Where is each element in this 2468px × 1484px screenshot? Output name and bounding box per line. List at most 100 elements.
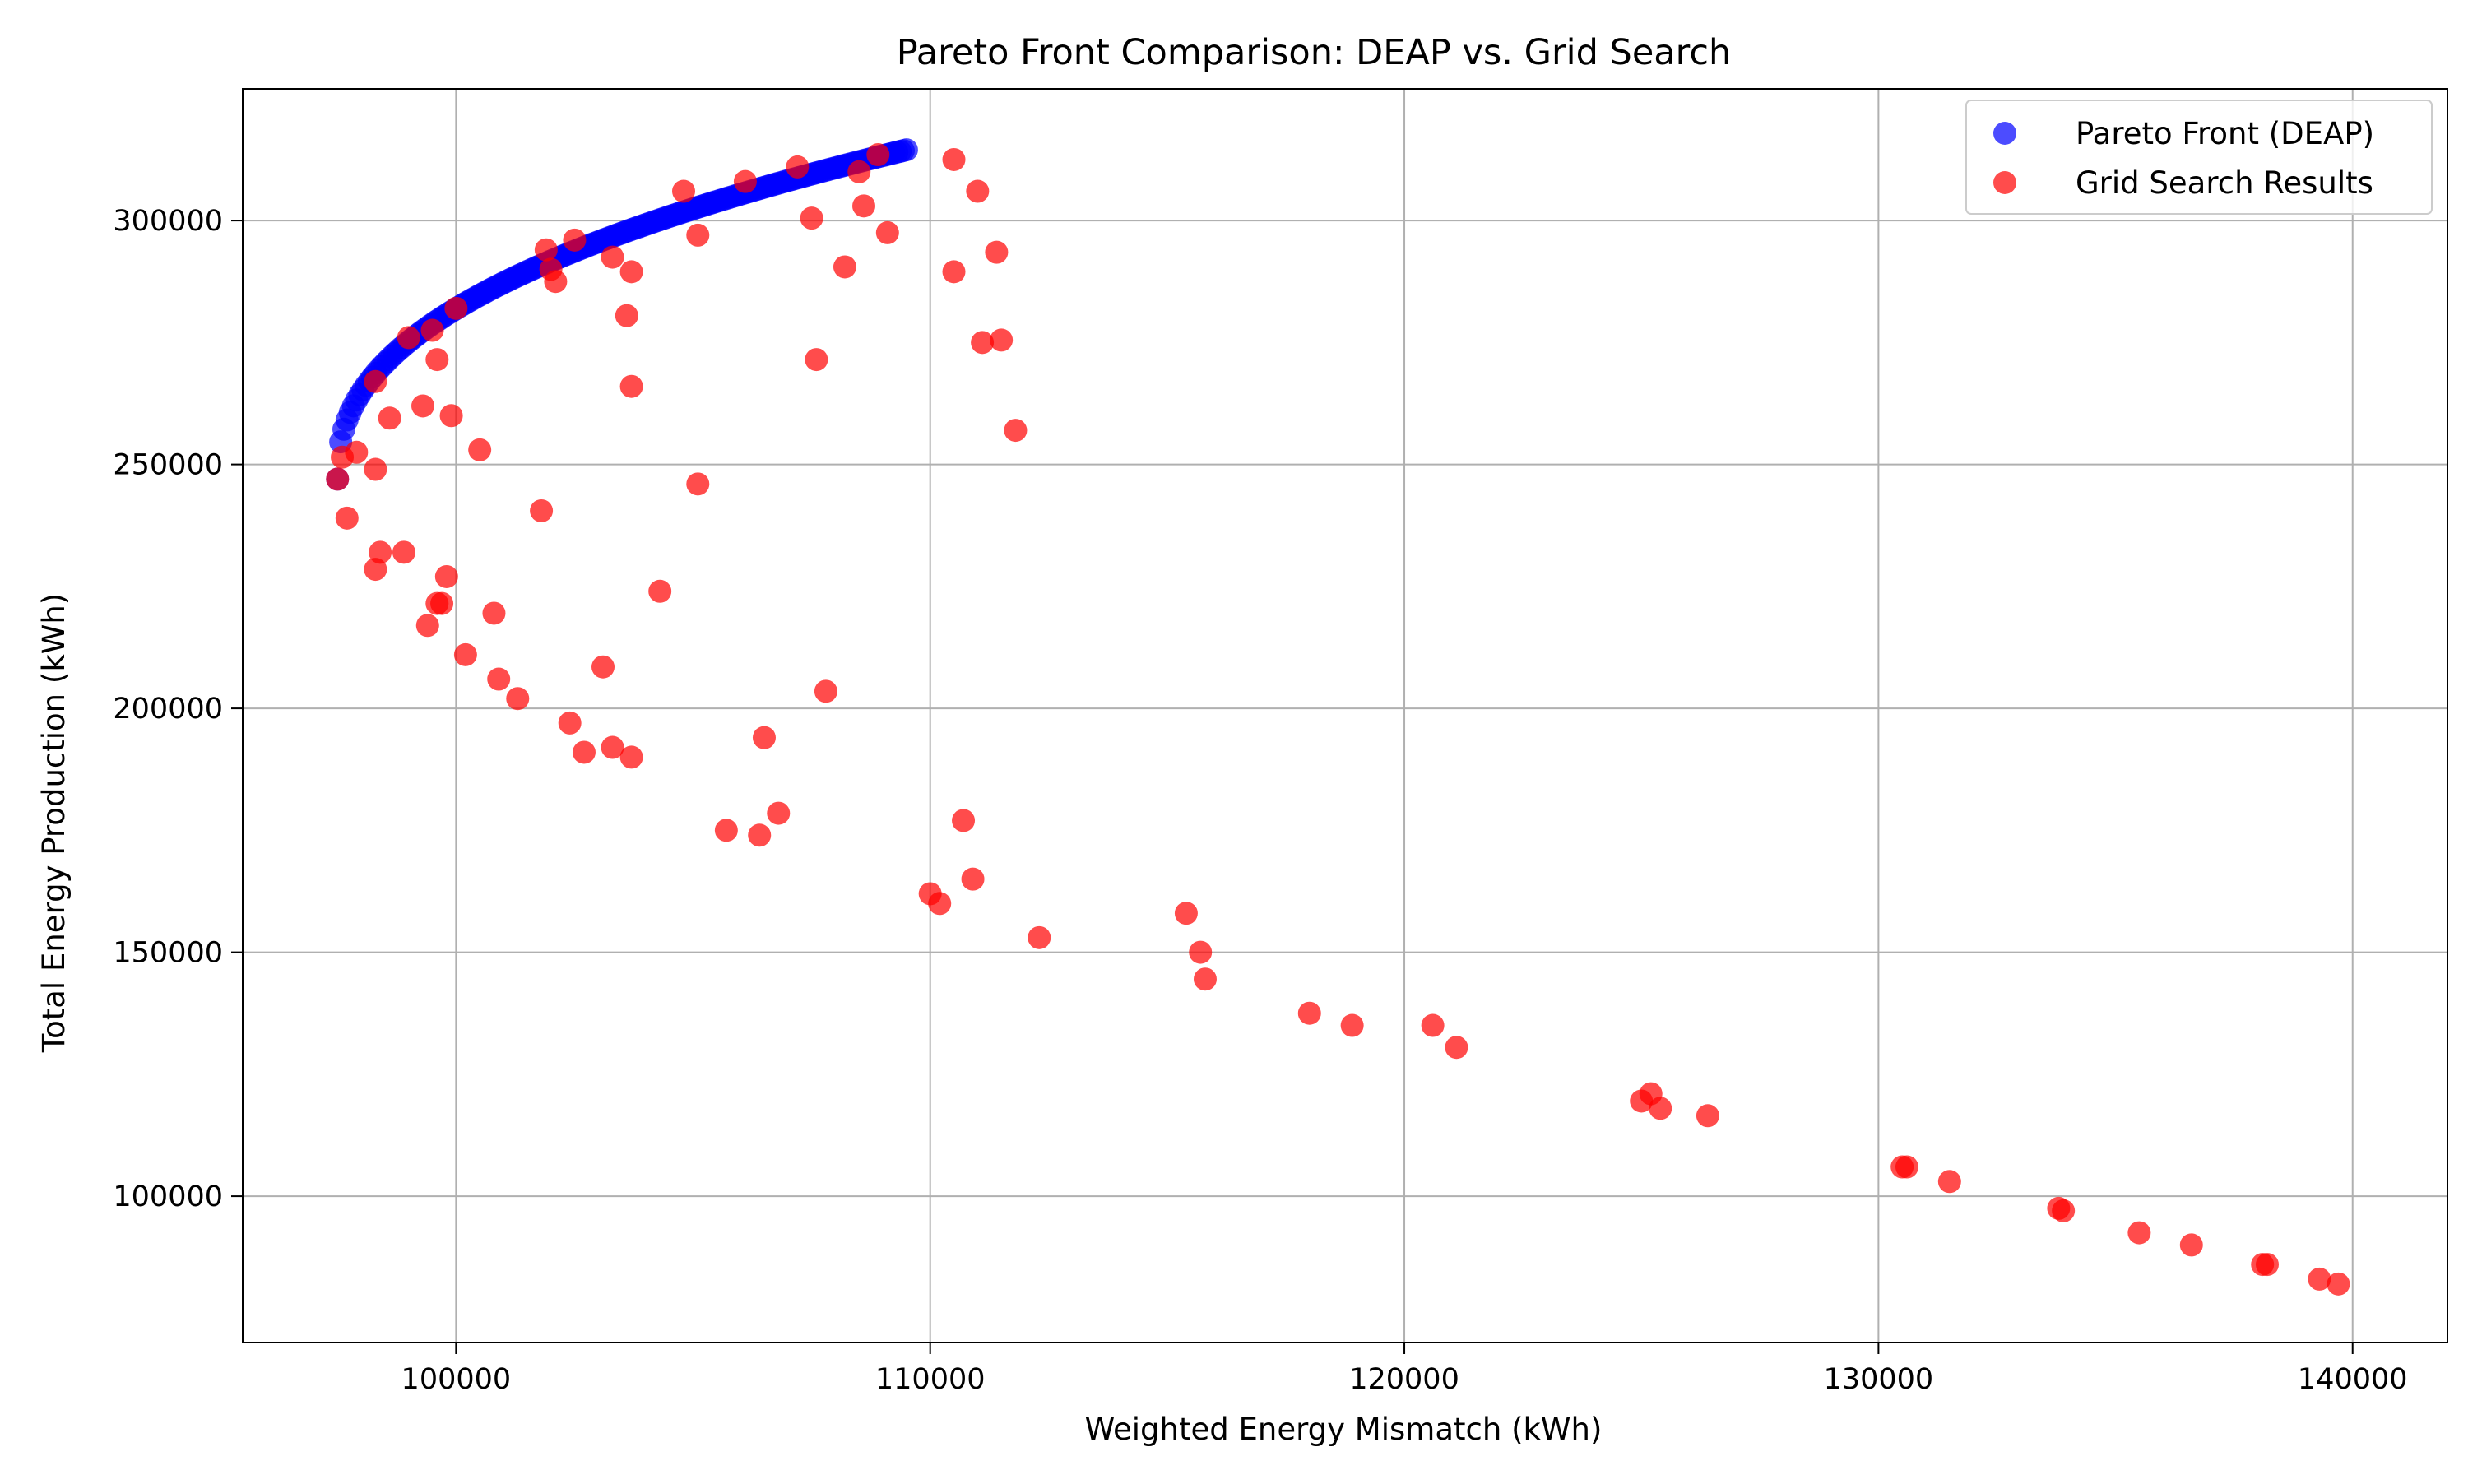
grid-search-point (439, 404, 463, 428)
grid-search-point (942, 147, 966, 171)
grid-search-point (686, 472, 710, 496)
grid-search-point (786, 155, 810, 179)
x-axis-label: Weighted Energy Mismatch (kWh) (1085, 1412, 1603, 1447)
grid-search-point (1028, 925, 1051, 949)
grid-search-point (805, 348, 828, 372)
grid-search-point (833, 255, 856, 279)
grid-search-point (733, 169, 757, 193)
grid-search-point (1421, 1013, 1445, 1037)
grid-search-point (952, 809, 976, 832)
x-tick-label: 100000 (401, 1363, 512, 1396)
grid-search-point (335, 506, 359, 530)
grid-search-point (415, 614, 439, 638)
grid-search-point (345, 440, 369, 464)
legend-marker-grid-search (1993, 171, 2016, 194)
grid-search-point (601, 245, 624, 269)
grid-search-point (619, 260, 643, 284)
grid-search-point (563, 228, 587, 252)
plot-frame (242, 88, 2448, 1343)
pareto-point (894, 138, 918, 162)
grid-search-point (392, 540, 415, 564)
grid-search-point (487, 667, 511, 691)
grid-search-point (619, 745, 643, 769)
grid-search-point (2127, 1221, 2151, 1245)
grid-search-point (397, 326, 420, 350)
axis-ticks: 100000 110000 120000 130000 140000 100000 1500… (113, 205, 2407, 1396)
grid-search-point (928, 892, 952, 916)
grid-search-point (1649, 1097, 1672, 1120)
grid-search-point (444, 296, 468, 320)
grid-search-point (748, 823, 772, 847)
grid-search-point (364, 457, 387, 481)
legend-marker-pareto (1993, 122, 2016, 145)
grid-search-point (1696, 1104, 1719, 1128)
x-tick-label: 140000 (2298, 1363, 2408, 1396)
chart-title: Pareto Front Comparison: DEAP vs. Grid S… (897, 32, 1732, 73)
grid-search-point (430, 591, 454, 615)
grid-search-point (506, 687, 530, 711)
legend-box (1965, 100, 2433, 215)
grid-search-point (425, 348, 449, 372)
grid-search-point (619, 374, 643, 398)
y-tick-label: 150000 (113, 937, 223, 970)
grid-search-point (985, 240, 1009, 264)
grid-search-point (1189, 940, 1213, 964)
grid-search-point (534, 238, 558, 262)
grid-search-point (1174, 902, 1198, 925)
grid-search-point (875, 220, 899, 244)
grid-search-point (558, 711, 582, 735)
grid-search-point (866, 143, 890, 167)
grid-search-point (990, 328, 1014, 352)
grid-search-point (1937, 1170, 1961, 1194)
grid-search-point (971, 331, 995, 355)
grid-search-point (364, 369, 387, 393)
legend: Pareto Front (DEAP) Grid Search Results (1965, 100, 2433, 215)
y-tick-label: 300000 (113, 205, 223, 238)
grid-search-point (530, 499, 554, 522)
grid-search-point (847, 160, 871, 183)
legend-label-grid-search: Grid Search Results (2076, 165, 2373, 201)
grid-search-point (378, 406, 401, 430)
x-tick-label: 130000 (1824, 1363, 1934, 1396)
grid-search-point (2327, 1272, 2350, 1296)
grid-search-point (672, 179, 695, 203)
grid-search-point (2308, 1267, 2331, 1291)
grid-search-point (453, 642, 477, 666)
x-tick-label: 110000 (875, 1363, 986, 1396)
grid-search-point (1340, 1013, 1364, 1037)
legend-label-pareto: Pareto Front (DEAP) (2076, 116, 2374, 151)
y-tick-label: 100000 (113, 1180, 223, 1213)
y-tick-label: 250000 (113, 449, 223, 482)
grid-search-point (686, 223, 710, 247)
grid-search-point (2255, 1253, 2279, 1277)
grid-search-point (615, 304, 638, 327)
grid-search-point (966, 179, 990, 203)
grid-search-point (852, 194, 876, 218)
grid-search-point (591, 655, 615, 679)
grid-search-point (767, 801, 791, 825)
grid-search-point (369, 540, 392, 564)
grid-search-point (1297, 1001, 1321, 1025)
grid-search-point (434, 564, 458, 588)
grid-search-point (572, 740, 596, 764)
grid-search-point (752, 726, 776, 749)
grid-search-point (544, 270, 568, 294)
grid-search-point (1193, 967, 1217, 991)
grid-search-point (1445, 1036, 1468, 1060)
grid-lines (243, 89, 2447, 1343)
grid-search-point (800, 206, 823, 230)
grid-search-point (714, 819, 738, 842)
grid-search-point (814, 679, 837, 703)
grid-search-series (326, 143, 2350, 1296)
y-tick-label: 200000 (113, 693, 223, 726)
grid-search-point (942, 260, 966, 284)
x-tick-label: 120000 (1349, 1363, 1459, 1396)
grid-search-point (1004, 419, 1028, 443)
grid-search-point (468, 438, 492, 461)
grid-search-point (411, 394, 435, 418)
grid-search-point (420, 318, 444, 342)
y-axis-label: Total Energy Production (kWh) (36, 593, 72, 1053)
